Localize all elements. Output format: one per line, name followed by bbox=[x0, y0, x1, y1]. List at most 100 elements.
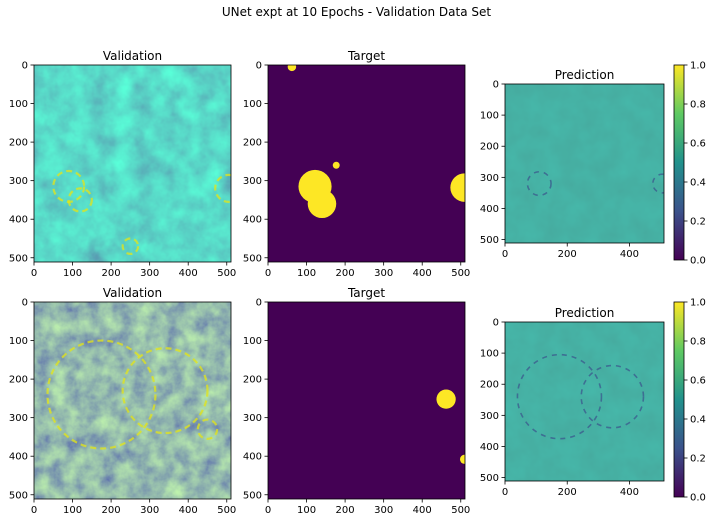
x-tick-label: 300 bbox=[140, 505, 159, 516]
colorbar-tick-label: 0.6 bbox=[690, 139, 706, 150]
colorbar-tick-label: 0.0 bbox=[690, 256, 706, 267]
colorbar-tick-label: 0.4 bbox=[690, 178, 706, 189]
subplot-title: Target bbox=[347, 49, 385, 63]
y-tick-label: 100 bbox=[243, 99, 262, 110]
crater-rim bbox=[196, 418, 219, 440]
y-tick-label: 200 bbox=[9, 375, 28, 386]
y-tick-label: 0 bbox=[493, 318, 499, 329]
mask-background bbox=[268, 65, 465, 262]
x-tick-label: 300 bbox=[374, 505, 393, 516]
colorbar-tick-label: 0.6 bbox=[690, 376, 706, 387]
y-tick-label: 500 bbox=[9, 253, 28, 264]
x-tick-label: 0 bbox=[31, 505, 37, 516]
subplot-title: Prediction bbox=[555, 68, 615, 82]
crater-circle bbox=[332, 161, 340, 169]
colorbar-gradient bbox=[673, 301, 685, 498]
x-tick-label: 400 bbox=[620, 487, 639, 498]
x-tick-label: 400 bbox=[179, 268, 198, 279]
crater-circle bbox=[307, 189, 337, 219]
y-tick-label: 400 bbox=[9, 452, 28, 463]
crater-rim bbox=[46, 339, 157, 450]
y-tick-label: 300 bbox=[9, 176, 28, 187]
colorbar-tick-label: 0.2 bbox=[690, 454, 706, 465]
axes-frame bbox=[33, 64, 232, 263]
x-tick-label: 100 bbox=[63, 505, 82, 516]
x-tick-label: 200 bbox=[102, 268, 121, 279]
terrain-texture bbox=[34, 302, 231, 499]
y-tick-label: 500 bbox=[480, 473, 499, 484]
colorbar-gradient bbox=[673, 64, 685, 261]
x-tick-label: 400 bbox=[413, 268, 432, 279]
y-tick-label: 200 bbox=[243, 138, 262, 149]
colorbar-tick-label: 1.0 bbox=[690, 298, 706, 309]
y-tick-label: 400 bbox=[9, 215, 28, 226]
x-tick-label: 200 bbox=[558, 487, 577, 498]
prediction-texture bbox=[505, 322, 664, 481]
y-tick-label: 300 bbox=[243, 176, 262, 187]
prediction-texture bbox=[505, 84, 664, 243]
y-tick-label: 0 bbox=[256, 61, 262, 72]
y-tick-label: 200 bbox=[9, 138, 28, 149]
image-area bbox=[34, 302, 231, 499]
crater-circle bbox=[436, 389, 456, 409]
colorbar-tick-label: 0.8 bbox=[690, 100, 706, 111]
mask-background bbox=[268, 302, 465, 499]
y-tick-label: 0 bbox=[22, 61, 28, 72]
y-tick-label: 400 bbox=[480, 204, 499, 215]
y-tick-label: 300 bbox=[243, 413, 262, 424]
colorbar-tick-label: 0.4 bbox=[690, 415, 706, 426]
y-tick-label: 500 bbox=[243, 253, 262, 264]
x-tick-label: 0 bbox=[502, 249, 508, 260]
crater-rim bbox=[214, 173, 231, 203]
x-tick-label: 500 bbox=[217, 505, 236, 516]
image-area bbox=[268, 302, 465, 499]
y-tick-label: 0 bbox=[256, 298, 262, 309]
crater-circle bbox=[450, 173, 465, 202]
x-tick-label: 500 bbox=[451, 505, 470, 516]
colorbar-2-3: 0.0 0.2 0.4 0.6 0.8 1.0 bbox=[673, 298, 706, 504]
axes-frame bbox=[267, 64, 466, 263]
y-tick-label: 300 bbox=[480, 411, 499, 422]
image-area bbox=[34, 65, 231, 262]
colorbar-tick-label: 0.0 bbox=[690, 493, 706, 504]
x-tick-label: 0 bbox=[502, 487, 508, 498]
y-tick-label: 0 bbox=[22, 298, 28, 309]
x-tick-label: 0 bbox=[265, 505, 271, 516]
x-tick-label: 200 bbox=[336, 505, 355, 516]
x-tick-label: 100 bbox=[297, 505, 316, 516]
x-tick-label: 500 bbox=[451, 268, 470, 279]
y-tick-label: 100 bbox=[9, 336, 28, 347]
x-tick-label: 200 bbox=[336, 268, 355, 279]
crater-circle bbox=[459, 454, 465, 464]
y-tick-label: 400 bbox=[243, 452, 262, 463]
predicted-rim bbox=[526, 170, 552, 197]
axes-frame bbox=[33, 301, 232, 500]
y-tick-label: 300 bbox=[480, 173, 499, 184]
image-area bbox=[505, 322, 664, 481]
figure-suptitle: UNet expt at 10 Epochs - Validation Data… bbox=[221, 5, 492, 19]
x-tick-label: 300 bbox=[374, 268, 393, 279]
predicted-rim bbox=[652, 173, 664, 194]
predicted-rim bbox=[580, 364, 645, 429]
crater-rim bbox=[67, 187, 93, 213]
crater-rim bbox=[121, 237, 140, 256]
y-tick-label: 500 bbox=[9, 490, 28, 501]
y-tick-label: 100 bbox=[480, 111, 499, 122]
x-tick-label: 300 bbox=[140, 268, 159, 279]
axes-frame bbox=[504, 321, 665, 482]
crater-rim bbox=[121, 347, 209, 435]
subplot-title: Target bbox=[347, 286, 385, 300]
y-tick-label: 0 bbox=[493, 80, 499, 91]
terrain-texture bbox=[34, 65, 231, 262]
subplot-title: Validation bbox=[103, 49, 162, 63]
x-tick-label: 0 bbox=[265, 268, 271, 279]
axes-frame bbox=[504, 83, 665, 244]
x-tick-label: 0 bbox=[31, 268, 37, 279]
x-tick-label: 200 bbox=[558, 249, 577, 260]
y-tick-label: 300 bbox=[9, 413, 28, 424]
x-tick-label: 500 bbox=[217, 268, 236, 279]
image-area bbox=[505, 84, 664, 243]
